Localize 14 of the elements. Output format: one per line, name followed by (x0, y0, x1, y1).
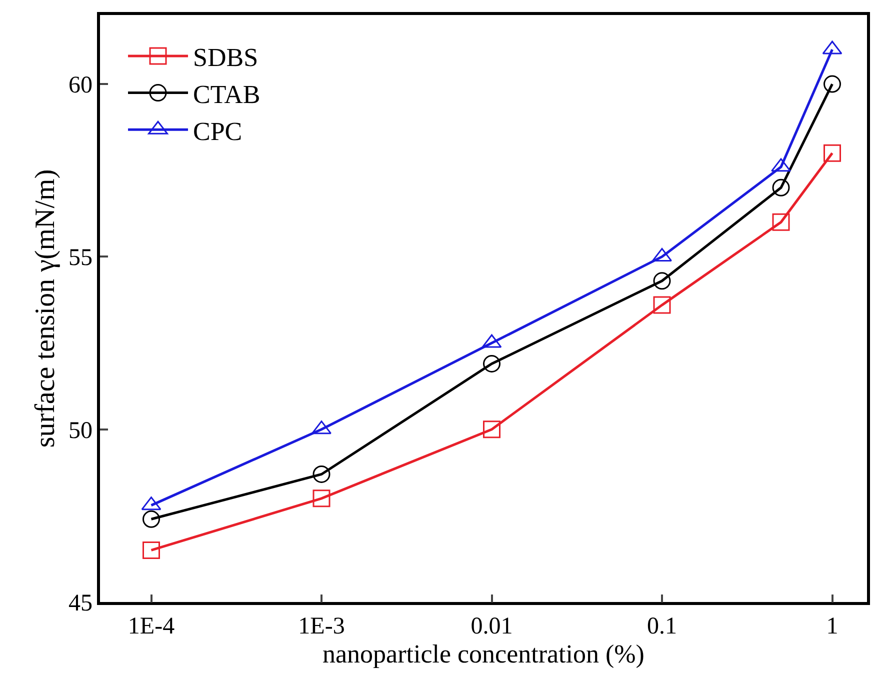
y-tick-label: 55 (68, 245, 92, 272)
legend-label: CPC (193, 116, 242, 146)
x-tick-label: 1E-4 (128, 614, 175, 640)
x-tick-label: 1E-3 (298, 614, 345, 640)
y-tick-label: 60 (68, 72, 92, 98)
y-axis-title: surface tension γ(mN/m) (30, 169, 62, 448)
x-tick-label: 1 (826, 614, 838, 640)
legend-label: CTAB (193, 80, 260, 109)
legend-label: SDBS (193, 43, 258, 72)
y-tick-label: 50 (68, 418, 92, 444)
x-axis-title: nanoparticle concentration (%) (322, 640, 644, 669)
x-tick-label: 0.1 (647, 614, 677, 640)
y-tick-label: 45 (68, 590, 92, 616)
x-tick-label: 0.01 (470, 614, 513, 640)
